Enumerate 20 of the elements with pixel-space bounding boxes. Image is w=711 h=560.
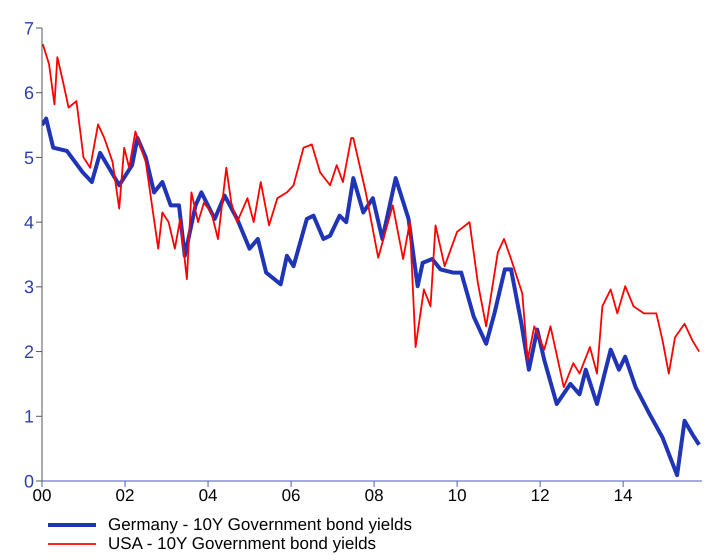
y-tick-label: 1 <box>24 406 34 427</box>
x-tick-label: 00 <box>32 486 52 506</box>
x-tick-label: 08 <box>364 486 384 506</box>
x-tick-label: 10 <box>448 486 467 506</box>
line-series <box>42 116 702 478</box>
x-tick-label: 06 <box>282 486 301 506</box>
y-tick-label: 5 <box>24 148 34 168</box>
legend-label: USA - 10Y Government bond yields <box>108 534 376 553</box>
y-tick-label: 4 <box>24 212 34 233</box>
y-tick-label: 6 <box>24 83 34 104</box>
legend-label: Germany - 10Y Government bond yields <box>108 515 412 534</box>
y-tick-label: 2 <box>24 342 34 362</box>
x-tick-label: 02 <box>116 486 134 506</box>
x-tick-label: 04 <box>198 486 218 506</box>
x-tick-label: 12 <box>530 486 550 506</box>
line-series <box>42 43 700 388</box>
x-tick-label: 14 <box>614 486 633 506</box>
y-tick-label: 0 <box>24 471 34 492</box>
y-tick-label: 3 <box>24 277 34 298</box>
y-tick-label: 7 <box>24 18 34 38</box>
